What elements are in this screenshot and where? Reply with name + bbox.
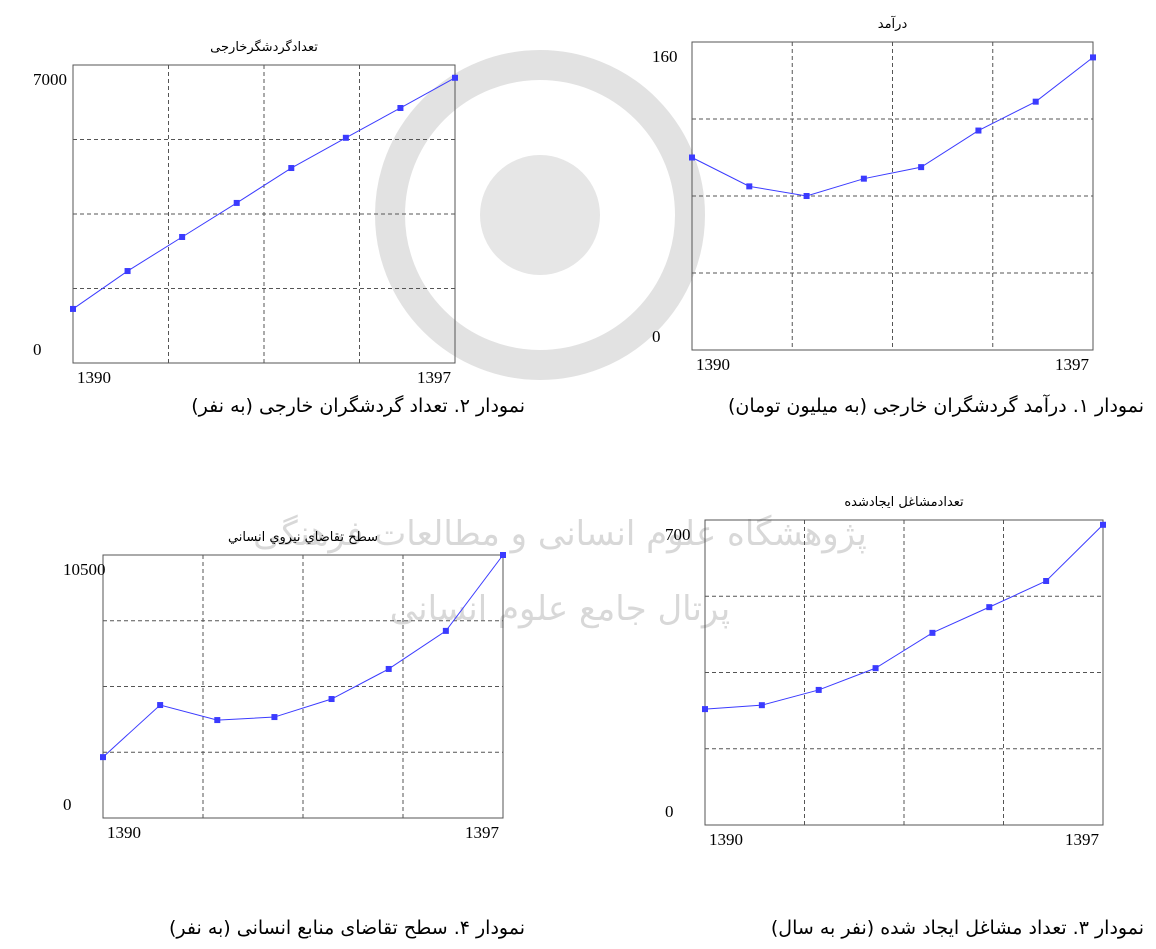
watermark-text: پرتال جامع علوم انسانی xyxy=(390,589,730,629)
data-point xyxy=(1043,578,1050,584)
chart-title: تعدادگردشگرخارجی xyxy=(210,39,318,55)
chart: تعدادگردشگرخارجی 0 7000 1390 1397 نمودار ۲. ت… xyxy=(33,39,525,417)
y-tick-label: 160 xyxy=(652,47,678,66)
x-tick-label: 1390 xyxy=(709,830,743,849)
y-tick-label: 7000 xyxy=(33,70,67,89)
series-line xyxy=(72,77,456,310)
data-point xyxy=(1090,54,1096,61)
y-tick-label: 10500 xyxy=(63,560,106,579)
data-point xyxy=(179,233,186,240)
x-tick-label: 1397 xyxy=(1055,355,1090,374)
data-point xyxy=(328,696,335,703)
series-line xyxy=(691,57,1094,197)
data-point xyxy=(815,686,822,693)
data-point xyxy=(385,665,392,672)
data-point xyxy=(758,702,765,709)
chart-title: درآمد xyxy=(878,15,908,32)
data-point xyxy=(271,714,278,721)
data-point xyxy=(70,305,76,312)
data-point xyxy=(342,134,349,141)
data-point xyxy=(288,165,295,172)
watermark-emblem xyxy=(375,50,705,380)
data-point xyxy=(860,175,867,182)
figure-caption: نمودار ۴. سطح تقاضای منابع انسانی (به نف… xyxy=(169,917,525,939)
data-point xyxy=(214,717,221,724)
chart: درآمد 0 160 1390 1397 نمودار ۱. درآمد گردشگرا… xyxy=(652,15,1144,417)
x-tick-label: 1397 xyxy=(417,368,452,387)
x-tick-label: 1397 xyxy=(1065,830,1100,849)
series-line xyxy=(102,554,504,758)
figure-caption: نمودار ۲. تعداد گردشگران خارجی (به نفر) xyxy=(191,394,525,417)
chart-title: تعدادمشاغل ایجادشده xyxy=(844,495,964,510)
y-tick-label: 0 xyxy=(33,340,42,359)
figure-caption: نمودار ۳. تعداد مشاغل ایجاد شده (نفر به … xyxy=(771,917,1144,939)
chart: تعدادمشاغل ایجادشده 0 700 1390 1397 نمودار ۳.… xyxy=(665,495,1144,939)
x-tick-label: 1390 xyxy=(696,355,730,374)
x-tick-label: 1397 xyxy=(465,823,500,842)
x-tick-label: 1390 xyxy=(77,368,111,387)
data-point xyxy=(100,754,106,761)
data-point xyxy=(500,552,506,558)
chart: سطح تقاضاي نيروي انساني 0 10500 1390 1397 نمو… xyxy=(63,530,525,939)
data-point xyxy=(689,154,695,161)
watermark-text: پژوهشگاه علوم انسانی و مطالعات فرهنگی xyxy=(253,514,867,554)
data-point xyxy=(452,74,458,81)
series-line xyxy=(704,524,1104,710)
data-point xyxy=(397,104,404,111)
data-point xyxy=(918,164,925,171)
data-point xyxy=(746,183,753,190)
y-tick-label: 0 xyxy=(63,795,72,814)
data-point xyxy=(124,268,131,275)
figure-caption: نمودار ۱. درآمد گردشگران خارجی (به میلیو… xyxy=(728,393,1144,417)
data-point xyxy=(872,665,879,672)
data-point xyxy=(975,127,982,134)
x-tick-label: 1390 xyxy=(107,823,141,842)
data-point xyxy=(702,706,708,713)
watermark-emblem-center xyxy=(480,155,600,275)
y-tick-label: 700 xyxy=(665,525,691,544)
y-tick-label: 0 xyxy=(665,802,674,821)
data-point xyxy=(442,627,449,634)
data-point xyxy=(1100,521,1106,528)
chart-title: سطح تقاضاي نيروي انساني xyxy=(228,530,378,545)
data-point xyxy=(233,199,240,206)
watermark: پژوهشگاه علوم انسانی و مطالعات فرهنگی پر… xyxy=(253,50,867,629)
data-point xyxy=(157,702,164,709)
data-point xyxy=(929,629,936,636)
y-tick-label: 0 xyxy=(652,327,661,346)
data-point xyxy=(803,193,810,199)
data-point xyxy=(986,604,993,611)
data-point xyxy=(1032,98,1039,105)
